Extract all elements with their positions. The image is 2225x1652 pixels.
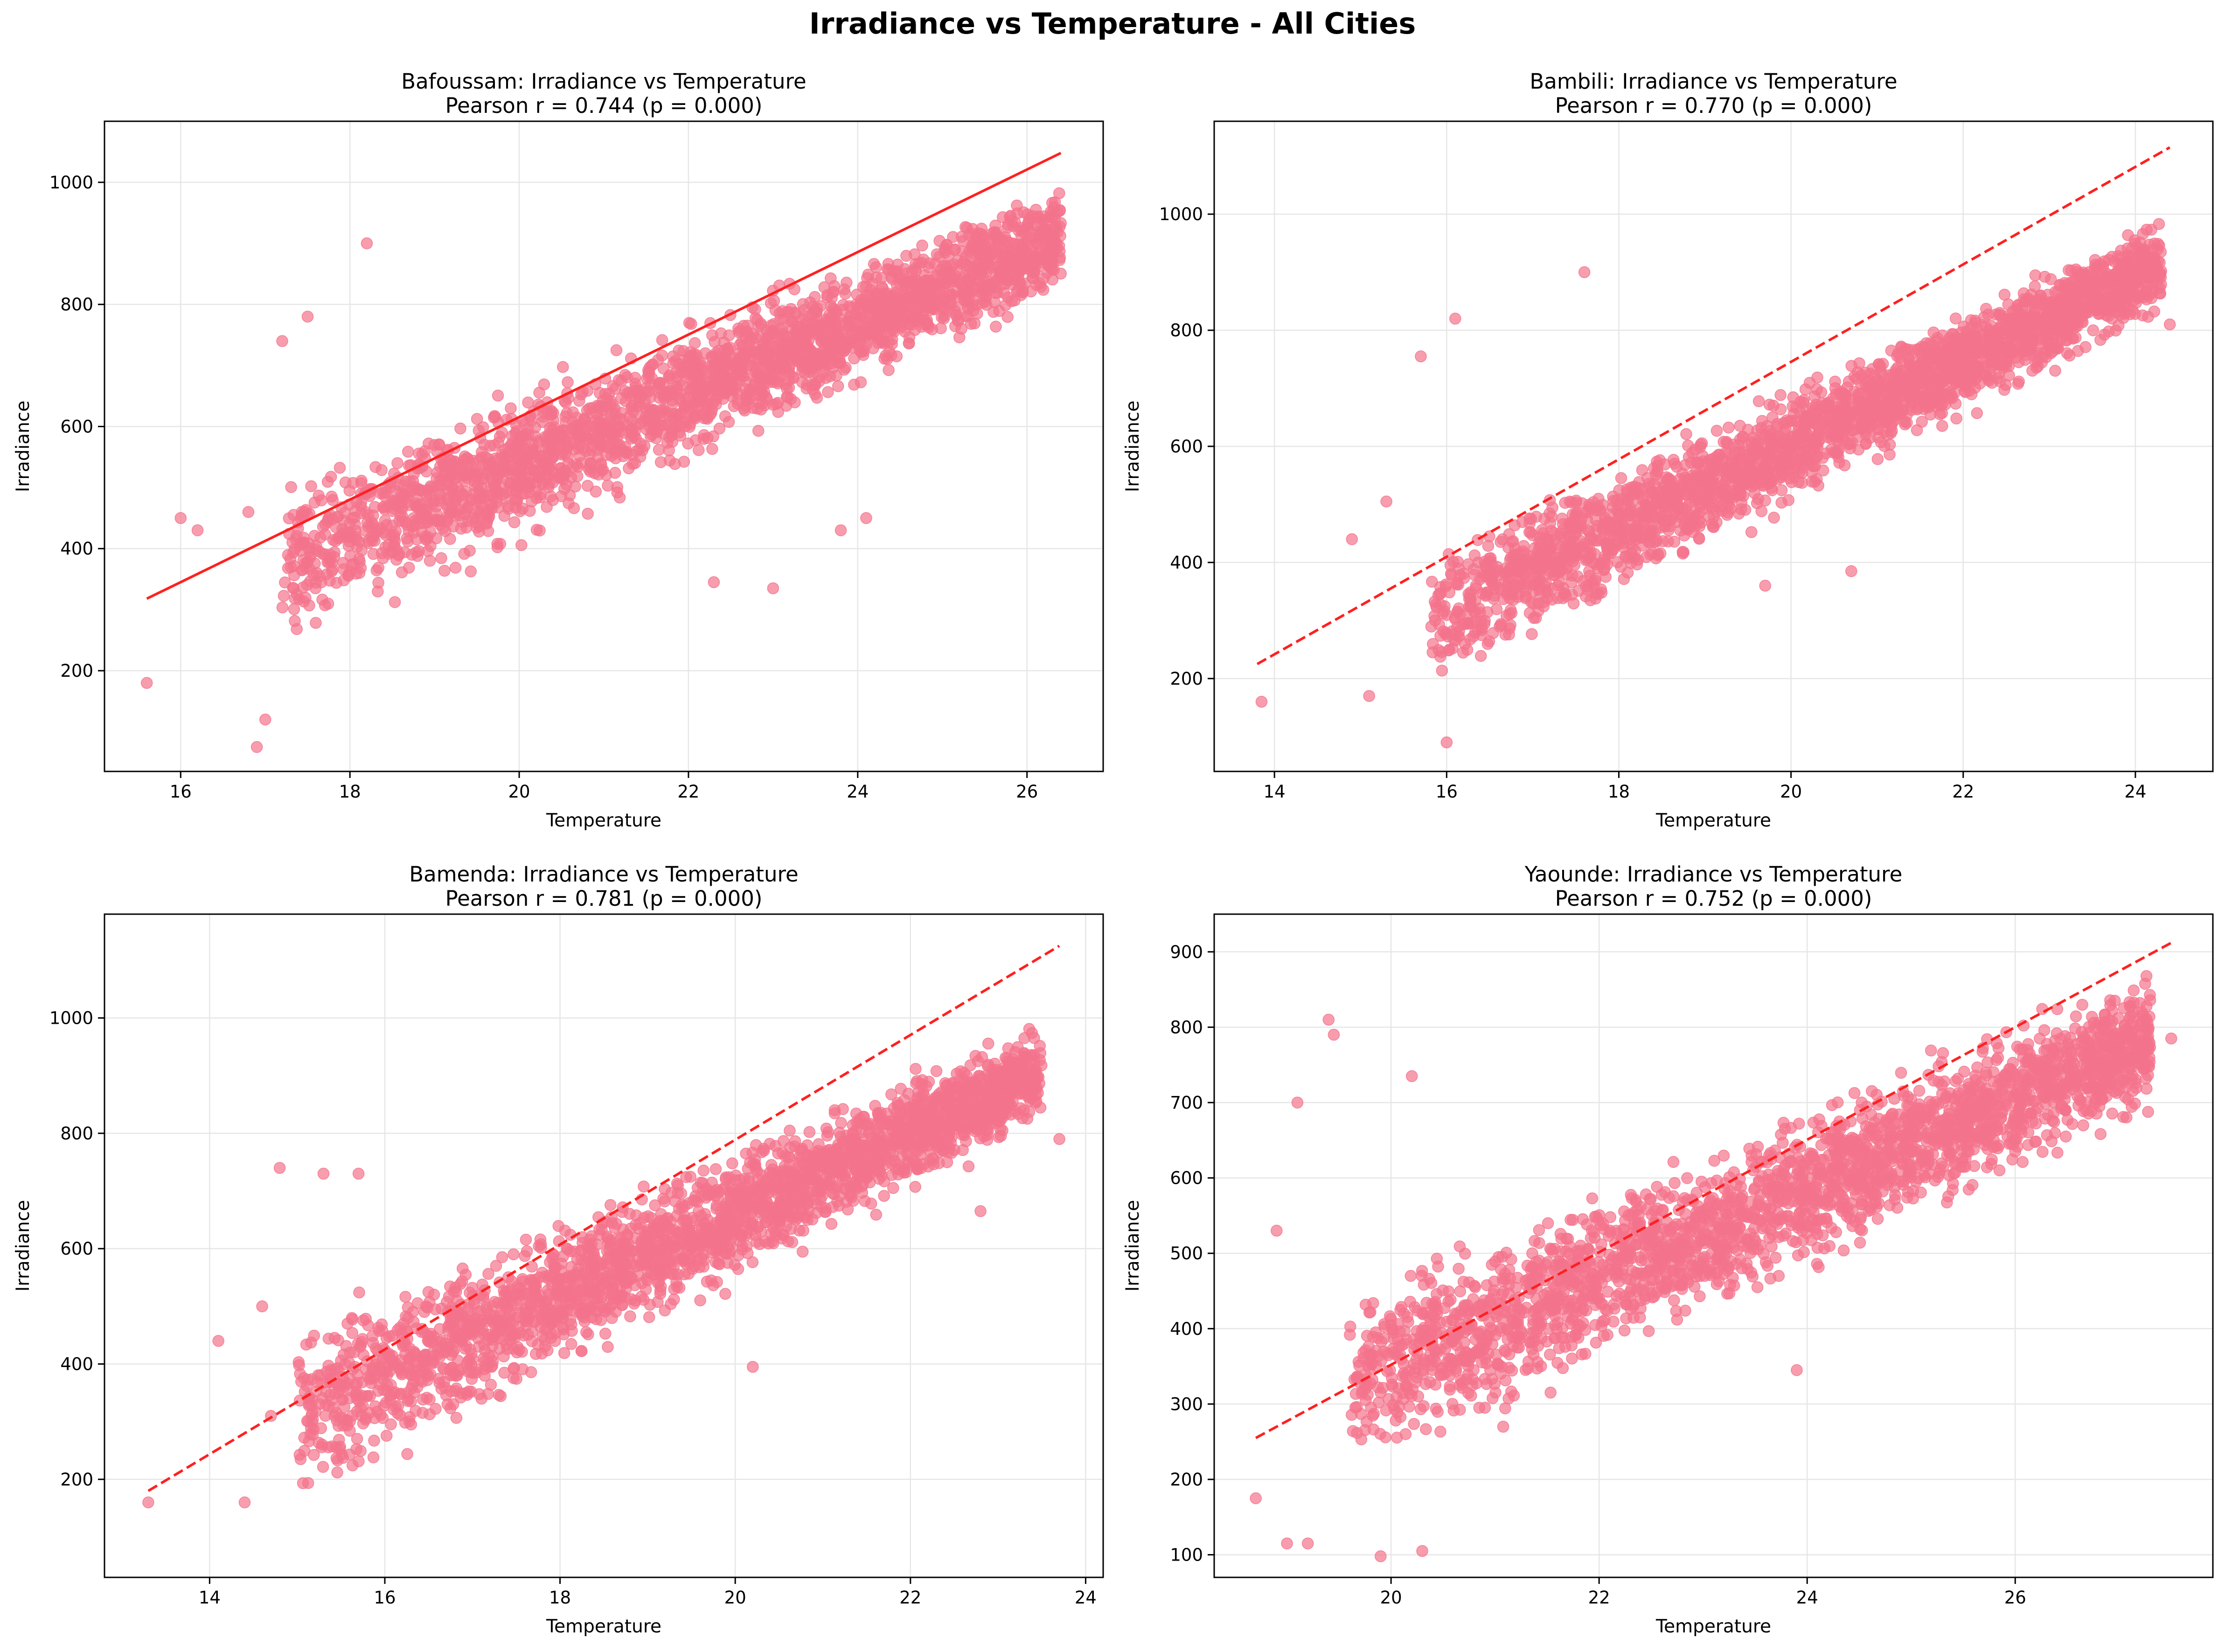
scatter-point [291,623,303,635]
scatter-point [279,576,291,589]
scatter-points [140,187,1067,753]
scatter-point [1001,311,1014,323]
scatter-point [683,317,695,329]
scatter-point [719,410,731,423]
figure-title: Irradiance vs Temperature - All Cities [809,7,1416,41]
scatter-point [590,486,602,498]
scatter-point [278,590,290,602]
